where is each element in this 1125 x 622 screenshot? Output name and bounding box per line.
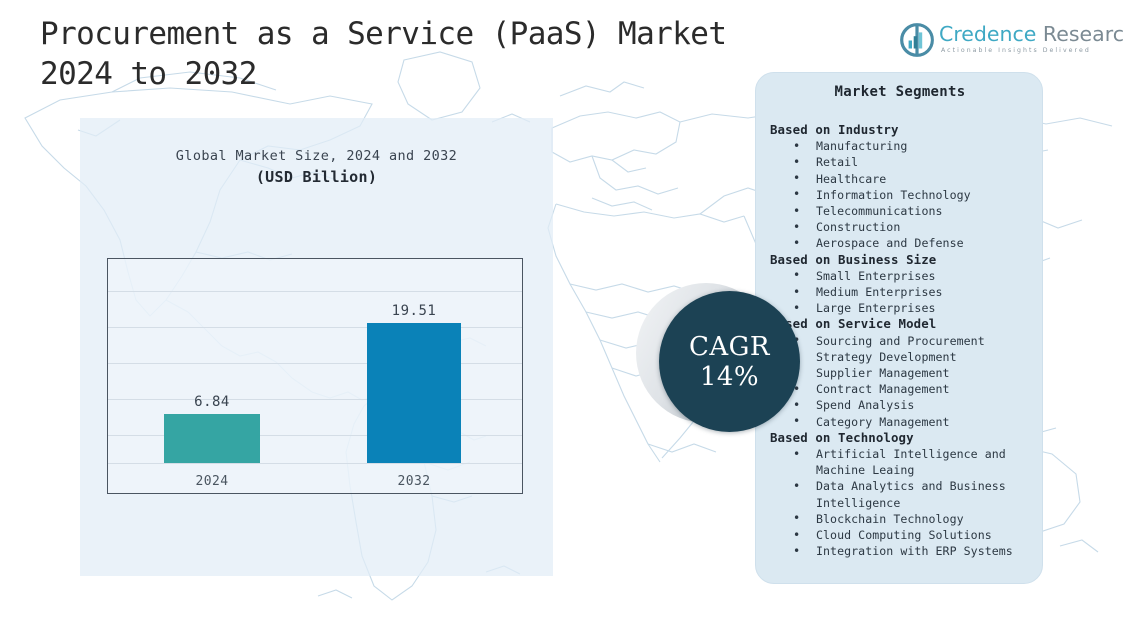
bullet-icon: • [793, 300, 801, 315]
bar-value-label-2032: 19.51 [391, 303, 437, 319]
segment-list-item: • Retail [770, 154, 1030, 170]
category-label-2032: 2032 [397, 474, 431, 489]
bullet-icon: • [793, 414, 801, 429]
bar-value-label-2024: 6.84 [194, 394, 230, 410]
segment-list-item: • Integration with ERP Systems [770, 543, 1030, 559]
cagr-badge: CAGR 14% [659, 291, 800, 432]
cagr-value: 14% [699, 361, 760, 392]
bullet-icon: • [793, 219, 801, 234]
bar-chart-plot-area: 6.84 19.51 2024 2032 [107, 258, 523, 494]
bullet-icon: • [793, 446, 801, 461]
page-title-line-1: Procurement as a Service (PaaS) Market [40, 16, 727, 52]
segment-list-item: • Medium Enterprises [770, 284, 1030, 300]
segment-item-label: Small Enterprises [816, 268, 936, 283]
bullet-icon: • [793, 527, 801, 542]
segment-list-item: • Data Analytics and Business Intelligenc… [770, 478, 1030, 510]
segment-list-item: • Category Management [770, 414, 1030, 430]
segment-item-label: Sourcing and Procurement Strategy Develo… [816, 333, 985, 364]
bullet-icon: • [793, 138, 801, 153]
market-segments-title: Market Segments [834, 84, 966, 100]
bullet-icon: • [793, 511, 801, 526]
segment-item-label: Category Management [816, 414, 950, 429]
segment-list-item: •Supplier Management [770, 365, 1030, 381]
market-segments-list: Based on Industry • Manufacturing • Retail • H… [770, 122, 1030, 559]
segment-item-label: Data Analytics and Business Intelligence [816, 479, 1006, 510]
segment-item-label: Medium Enterprises [816, 285, 943, 300]
category-label-2024: 2024 [195, 474, 229, 489]
segment-item-label: Telecommunications [816, 204, 943, 219]
bullet-icon: • [793, 268, 801, 283]
segment-item-label: Artificial Intelligence and Machine Leai… [816, 447, 1006, 478]
logo-brand-primary: Credence [939, 22, 1037, 46]
segment-item-label: Retail [816, 155, 859, 170]
logo-bar-chart-icon [900, 23, 934, 57]
segment-list-item: • Healthcare [770, 171, 1030, 187]
logo-tagline: Actionable Insights Delivered [941, 47, 1091, 54]
segment-list-item: • Telecommunications [770, 203, 1030, 219]
chart-title-block: Global Market Size, 2024 and 2032 (USD B… [80, 146, 553, 188]
segment-list-item: • Blockchain Technology [770, 511, 1030, 527]
segment-list-item: • Information Technology [770, 187, 1030, 203]
segment-item-label: Large Enterprises [816, 301, 936, 316]
segment-item-label: Cloud Computing Solutions [816, 528, 992, 543]
gridline [108, 435, 522, 436]
segment-group-title: Based on Industry [770, 122, 899, 137]
cagr-label: CAGR [688, 331, 770, 362]
chart-title: Global Market Size, 2024 and 2032 [175, 148, 458, 164]
segment-list-item: • Artificial Intelligence and Machine Lea… [770, 446, 1030, 478]
segment-list-item: • Contract Management [770, 381, 1030, 397]
segment-group-title: Based on Business Size [770, 251, 937, 267]
segment-list-item: • Cloud Computing Solutions [770, 527, 1030, 543]
gridline [108, 363, 522, 364]
logo-brand-secondary: Research [1042, 22, 1125, 46]
segment-group-title: Based on Technology [770, 429, 914, 445]
segment-list-item: • Small Enterprises [770, 268, 1030, 284]
page-title-line-2: 2024 to 2032 [40, 56, 257, 92]
segment-list-item: • Spend Analysis [770, 397, 1030, 413]
credence-research-logo[interactable]: Credence Research Actionable Insights De… [900, 20, 1125, 60]
segment-list-item: • Construction [770, 219, 1030, 235]
segment-list-item: • Manufacturing [770, 138, 1030, 154]
segment-list-item: •Sourcing and Procurement Strategy Devel… [770, 333, 1030, 365]
segment-group-title: Based on Service Model [770, 316, 937, 332]
bullet-icon: • [793, 235, 801, 250]
logo-wordmark: Credence Research [939, 22, 1125, 46]
bullet-icon: • [793, 187, 801, 202]
bar-2032 [367, 323, 461, 463]
segment-item-label: Healthcare [816, 171, 887, 186]
segment-item-label: Blockchain Technology [816, 511, 964, 526]
gridline [108, 463, 522, 464]
page-title: Procurement as a Service (PaaS) Market 2… [40, 14, 770, 94]
gridline [108, 327, 522, 328]
bar-2024 [164, 414, 260, 463]
segment-item-label: Supplier Management [816, 366, 950, 381]
segment-item-label: Spend Analysis [816, 398, 915, 413]
bullet-icon: • [793, 381, 801, 396]
bullet-icon: • [793, 284, 801, 299]
gridline [108, 291, 522, 292]
bullet-icon: • [793, 397, 801, 412]
bullet-icon: • [793, 478, 801, 493]
segment-item-label: Manufacturing [816, 139, 908, 154]
market-segments-panel: Market Segments Based on Industry • Manufa… [755, 72, 1043, 584]
bullet-icon: • [793, 154, 801, 169]
segment-item-label: Construction [816, 220, 901, 235]
segment-list-item: • Aerospace and Defense [770, 235, 1030, 251]
bullet-icon: • [793, 543, 801, 558]
segment-item-label: Aerospace and Defense [816, 236, 964, 251]
segment-item-label: Information Technology [816, 187, 971, 202]
segment-item-label: Contract Management [816, 382, 950, 397]
chart-subtitle: (USD Billion) [255, 168, 378, 186]
segment-item-label: Integration with ERP Systems [816, 544, 1013, 559]
bullet-icon: • [793, 171, 801, 186]
bullet-icon: • [793, 203, 801, 218]
segment-list-item: • Large Enterprises [770, 300, 1030, 316]
